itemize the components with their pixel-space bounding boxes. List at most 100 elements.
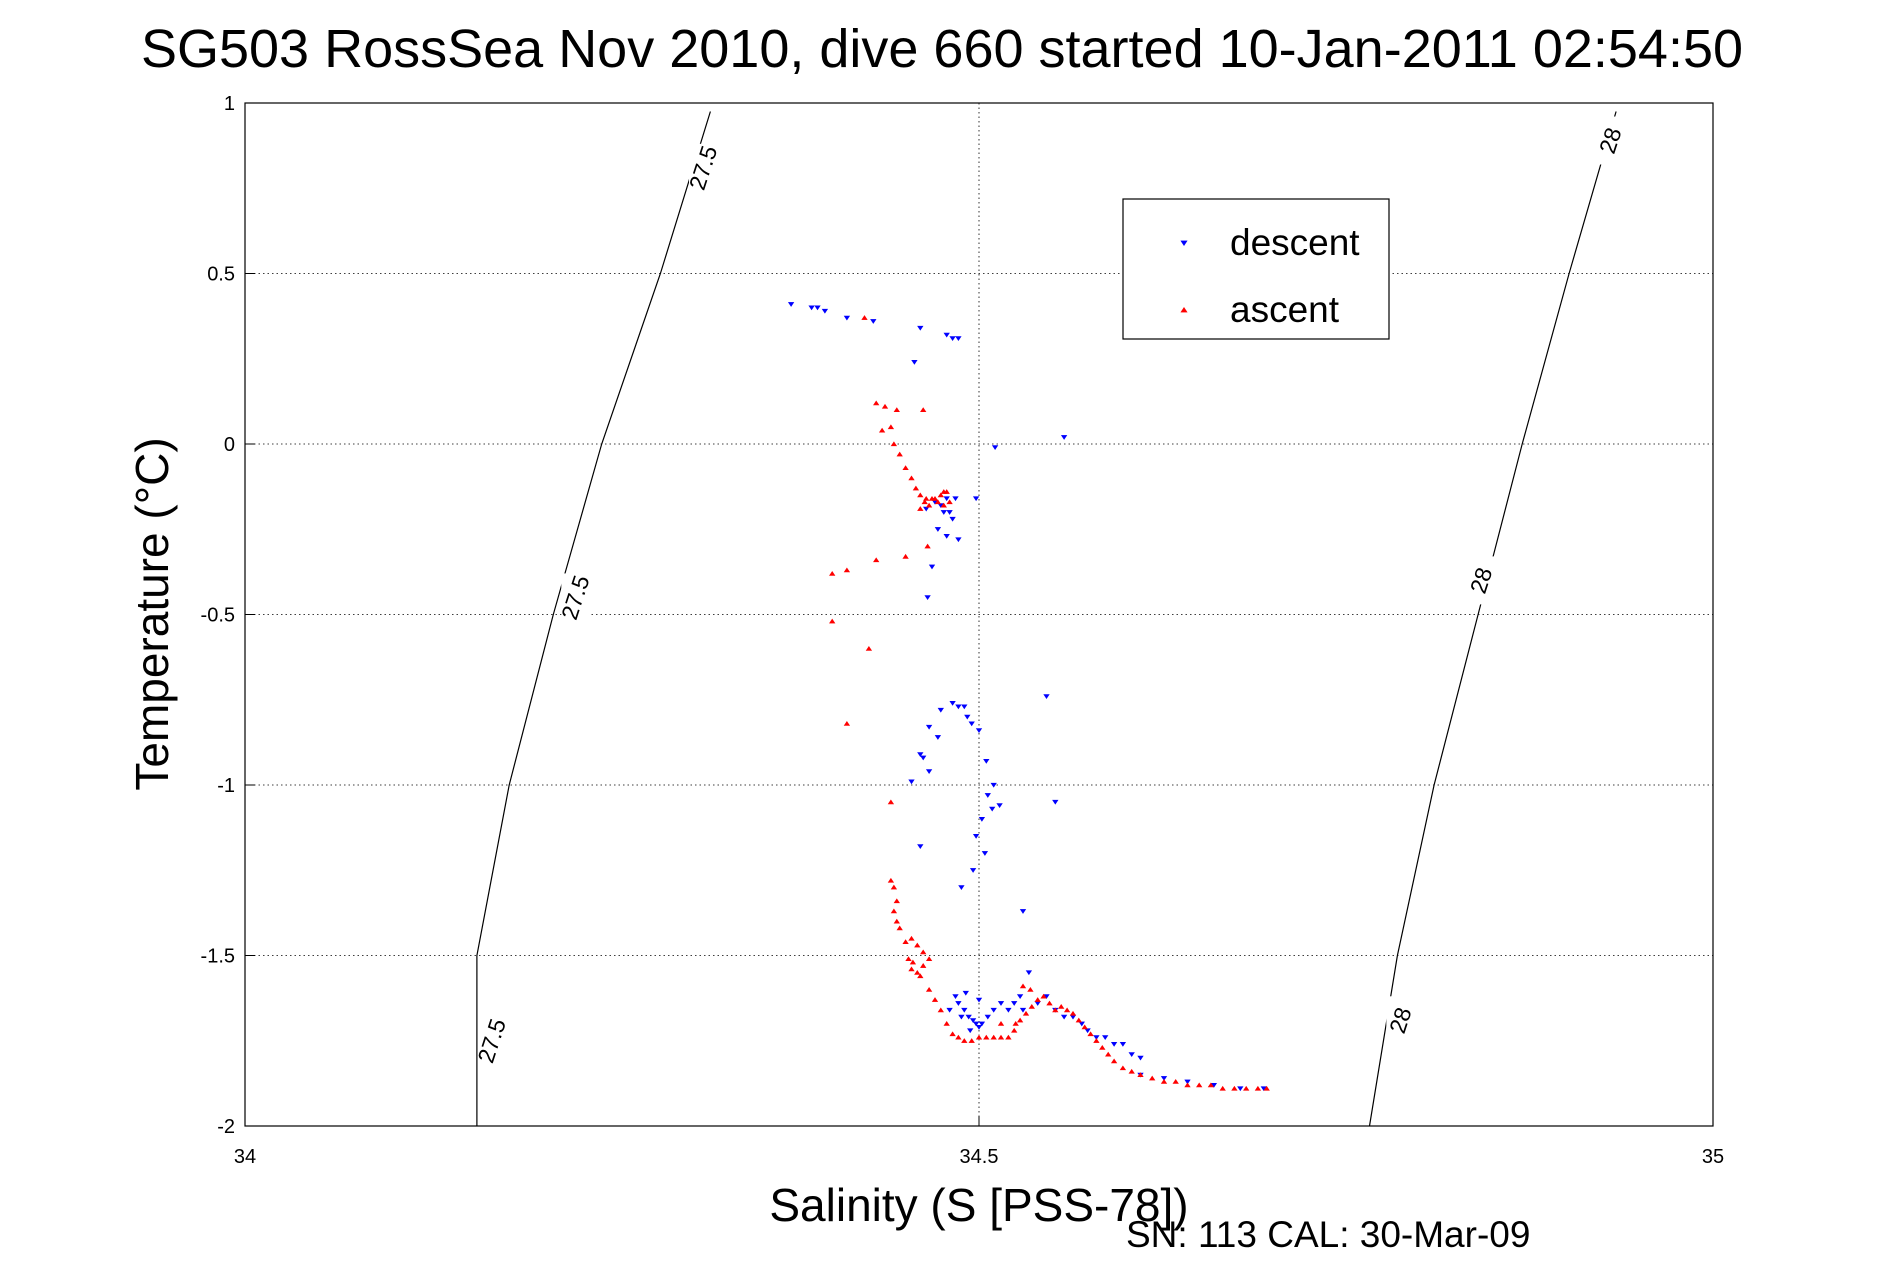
descent-point xyxy=(943,332,950,338)
ascent-point xyxy=(887,799,895,805)
legend-marker-descent xyxy=(1180,240,1188,246)
ascent-point xyxy=(908,966,915,972)
descent-point xyxy=(983,758,990,764)
ascent-point xyxy=(937,492,944,498)
descent-point xyxy=(972,1021,980,1027)
ascent-point xyxy=(1263,1085,1270,1091)
ascent-point xyxy=(1063,1007,1071,1013)
density-contour-27.5 xyxy=(476,111,711,1126)
ascent-point xyxy=(890,908,898,914)
ascent-point xyxy=(1184,1082,1191,1088)
ascent-point xyxy=(893,407,900,413)
ascent-point xyxy=(1046,1000,1053,1006)
ascent-point xyxy=(1022,1010,1030,1016)
descent-point xyxy=(978,816,986,822)
ascent-point xyxy=(1219,1085,1226,1091)
descent-point xyxy=(808,305,815,311)
ascent-point xyxy=(909,959,917,965)
descent-point xyxy=(955,336,962,341)
descent-point xyxy=(997,1001,1005,1006)
descent-point xyxy=(920,755,927,761)
ascent-point xyxy=(893,918,900,924)
ascent-point xyxy=(928,495,936,501)
ascent-point xyxy=(896,451,903,457)
descent-point xyxy=(952,496,959,502)
ascent-point xyxy=(902,465,909,471)
x-tick-label: 35 xyxy=(1702,1146,1724,1168)
ascent-point xyxy=(829,570,836,576)
ascent-point xyxy=(843,720,851,726)
descent-point xyxy=(984,1014,991,1020)
ascent-point xyxy=(955,1034,962,1040)
descent-point xyxy=(1034,1001,1041,1006)
descent-point xyxy=(843,315,851,321)
descent-point xyxy=(989,806,996,812)
ascent-point xyxy=(925,956,933,962)
ascent-point xyxy=(949,1031,956,1037)
descent-point xyxy=(996,803,1003,809)
descent-point xyxy=(911,359,918,365)
ascent-point xyxy=(1081,1024,1088,1030)
ascent-point xyxy=(968,1038,975,1043)
descent-point xyxy=(949,516,956,522)
descent-point xyxy=(1005,1007,1012,1013)
descent-point xyxy=(975,997,983,1003)
y-tick-label: 0.5 xyxy=(207,264,235,286)
descent-point xyxy=(934,527,942,532)
y-tick-label: -1 xyxy=(217,775,235,797)
descent-point xyxy=(952,994,959,1000)
contour-label-background xyxy=(689,143,718,192)
ascent-point xyxy=(1243,1085,1250,1091)
descent-point xyxy=(990,782,997,788)
descent-point xyxy=(924,595,931,601)
ascent-point xyxy=(865,645,873,651)
contour-label-background xyxy=(1467,556,1496,605)
descent-point xyxy=(958,1014,965,1020)
ascent-point xyxy=(1172,1079,1179,1084)
descent-point xyxy=(967,1028,974,1034)
descent-point xyxy=(1011,1001,1018,1006)
calibration-footer: SN: 113 CAL: 30-Mar-09 xyxy=(1126,1214,1530,1255)
y-axis-label: Temperature (°C) xyxy=(126,437,178,790)
descent-point xyxy=(969,868,977,873)
descent-point xyxy=(955,704,962,710)
ascent-point xyxy=(1254,1085,1262,1091)
descent-point xyxy=(940,510,947,515)
chart-title: SG503 RossSea Nov 2010, dive 660 started… xyxy=(141,19,1743,79)
ascent-point xyxy=(1052,1007,1059,1013)
descent-point xyxy=(949,336,956,341)
ascent-point xyxy=(912,485,920,491)
contour-label-background xyxy=(477,1016,506,1065)
ascent-point xyxy=(861,315,868,320)
descent-point xyxy=(1102,1035,1109,1040)
descent-point xyxy=(961,704,968,710)
ascent-point xyxy=(1040,993,1047,999)
descent-point xyxy=(990,1007,997,1013)
descent-point xyxy=(1184,1079,1191,1085)
descent-point xyxy=(1128,1052,1135,1058)
ascent-point xyxy=(1087,1031,1094,1037)
y-tick-label: -2 xyxy=(217,1116,235,1138)
descent-point xyxy=(1060,435,1068,440)
descent-point xyxy=(1160,1076,1168,1081)
descent-point xyxy=(972,833,980,839)
ascent-point xyxy=(905,956,912,962)
y-axis-ticks: 1 0.5 0 -0.5 -1 -1.5 -2 xyxy=(201,93,255,1138)
ascent-point xyxy=(1196,1082,1203,1088)
descent-point xyxy=(1237,1086,1244,1092)
ascent-point xyxy=(1058,1004,1065,1009)
descent-point xyxy=(1078,1021,1085,1027)
ascent-point xyxy=(1105,1051,1112,1057)
ascent-point xyxy=(1005,1034,1012,1040)
contour-label-background xyxy=(1596,116,1625,165)
ascent-point xyxy=(946,499,953,505)
density-contour-28 xyxy=(1368,111,1617,1127)
contour-label-background xyxy=(561,573,590,622)
ascent-point xyxy=(961,1038,968,1043)
ascent-point xyxy=(1034,997,1041,1002)
descent-point xyxy=(955,537,962,543)
ascent-point xyxy=(917,973,924,979)
ascent-point xyxy=(983,1034,990,1040)
ascent-point xyxy=(1119,1065,1127,1071)
ascent-point xyxy=(1207,1082,1215,1088)
